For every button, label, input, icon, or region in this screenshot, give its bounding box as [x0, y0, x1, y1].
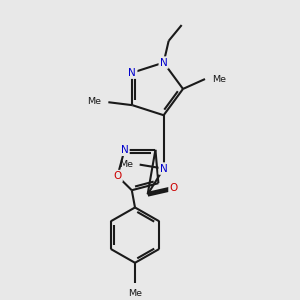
Text: Me: Me — [212, 74, 226, 83]
Text: Me: Me — [128, 290, 142, 298]
Text: N: N — [160, 58, 167, 68]
Text: N: N — [121, 145, 128, 155]
Text: N: N — [128, 68, 136, 78]
Text: Me: Me — [87, 97, 101, 106]
Text: O: O — [169, 183, 178, 193]
Text: O: O — [113, 171, 122, 181]
Text: N: N — [160, 164, 167, 174]
Text: Me: Me — [119, 160, 133, 169]
